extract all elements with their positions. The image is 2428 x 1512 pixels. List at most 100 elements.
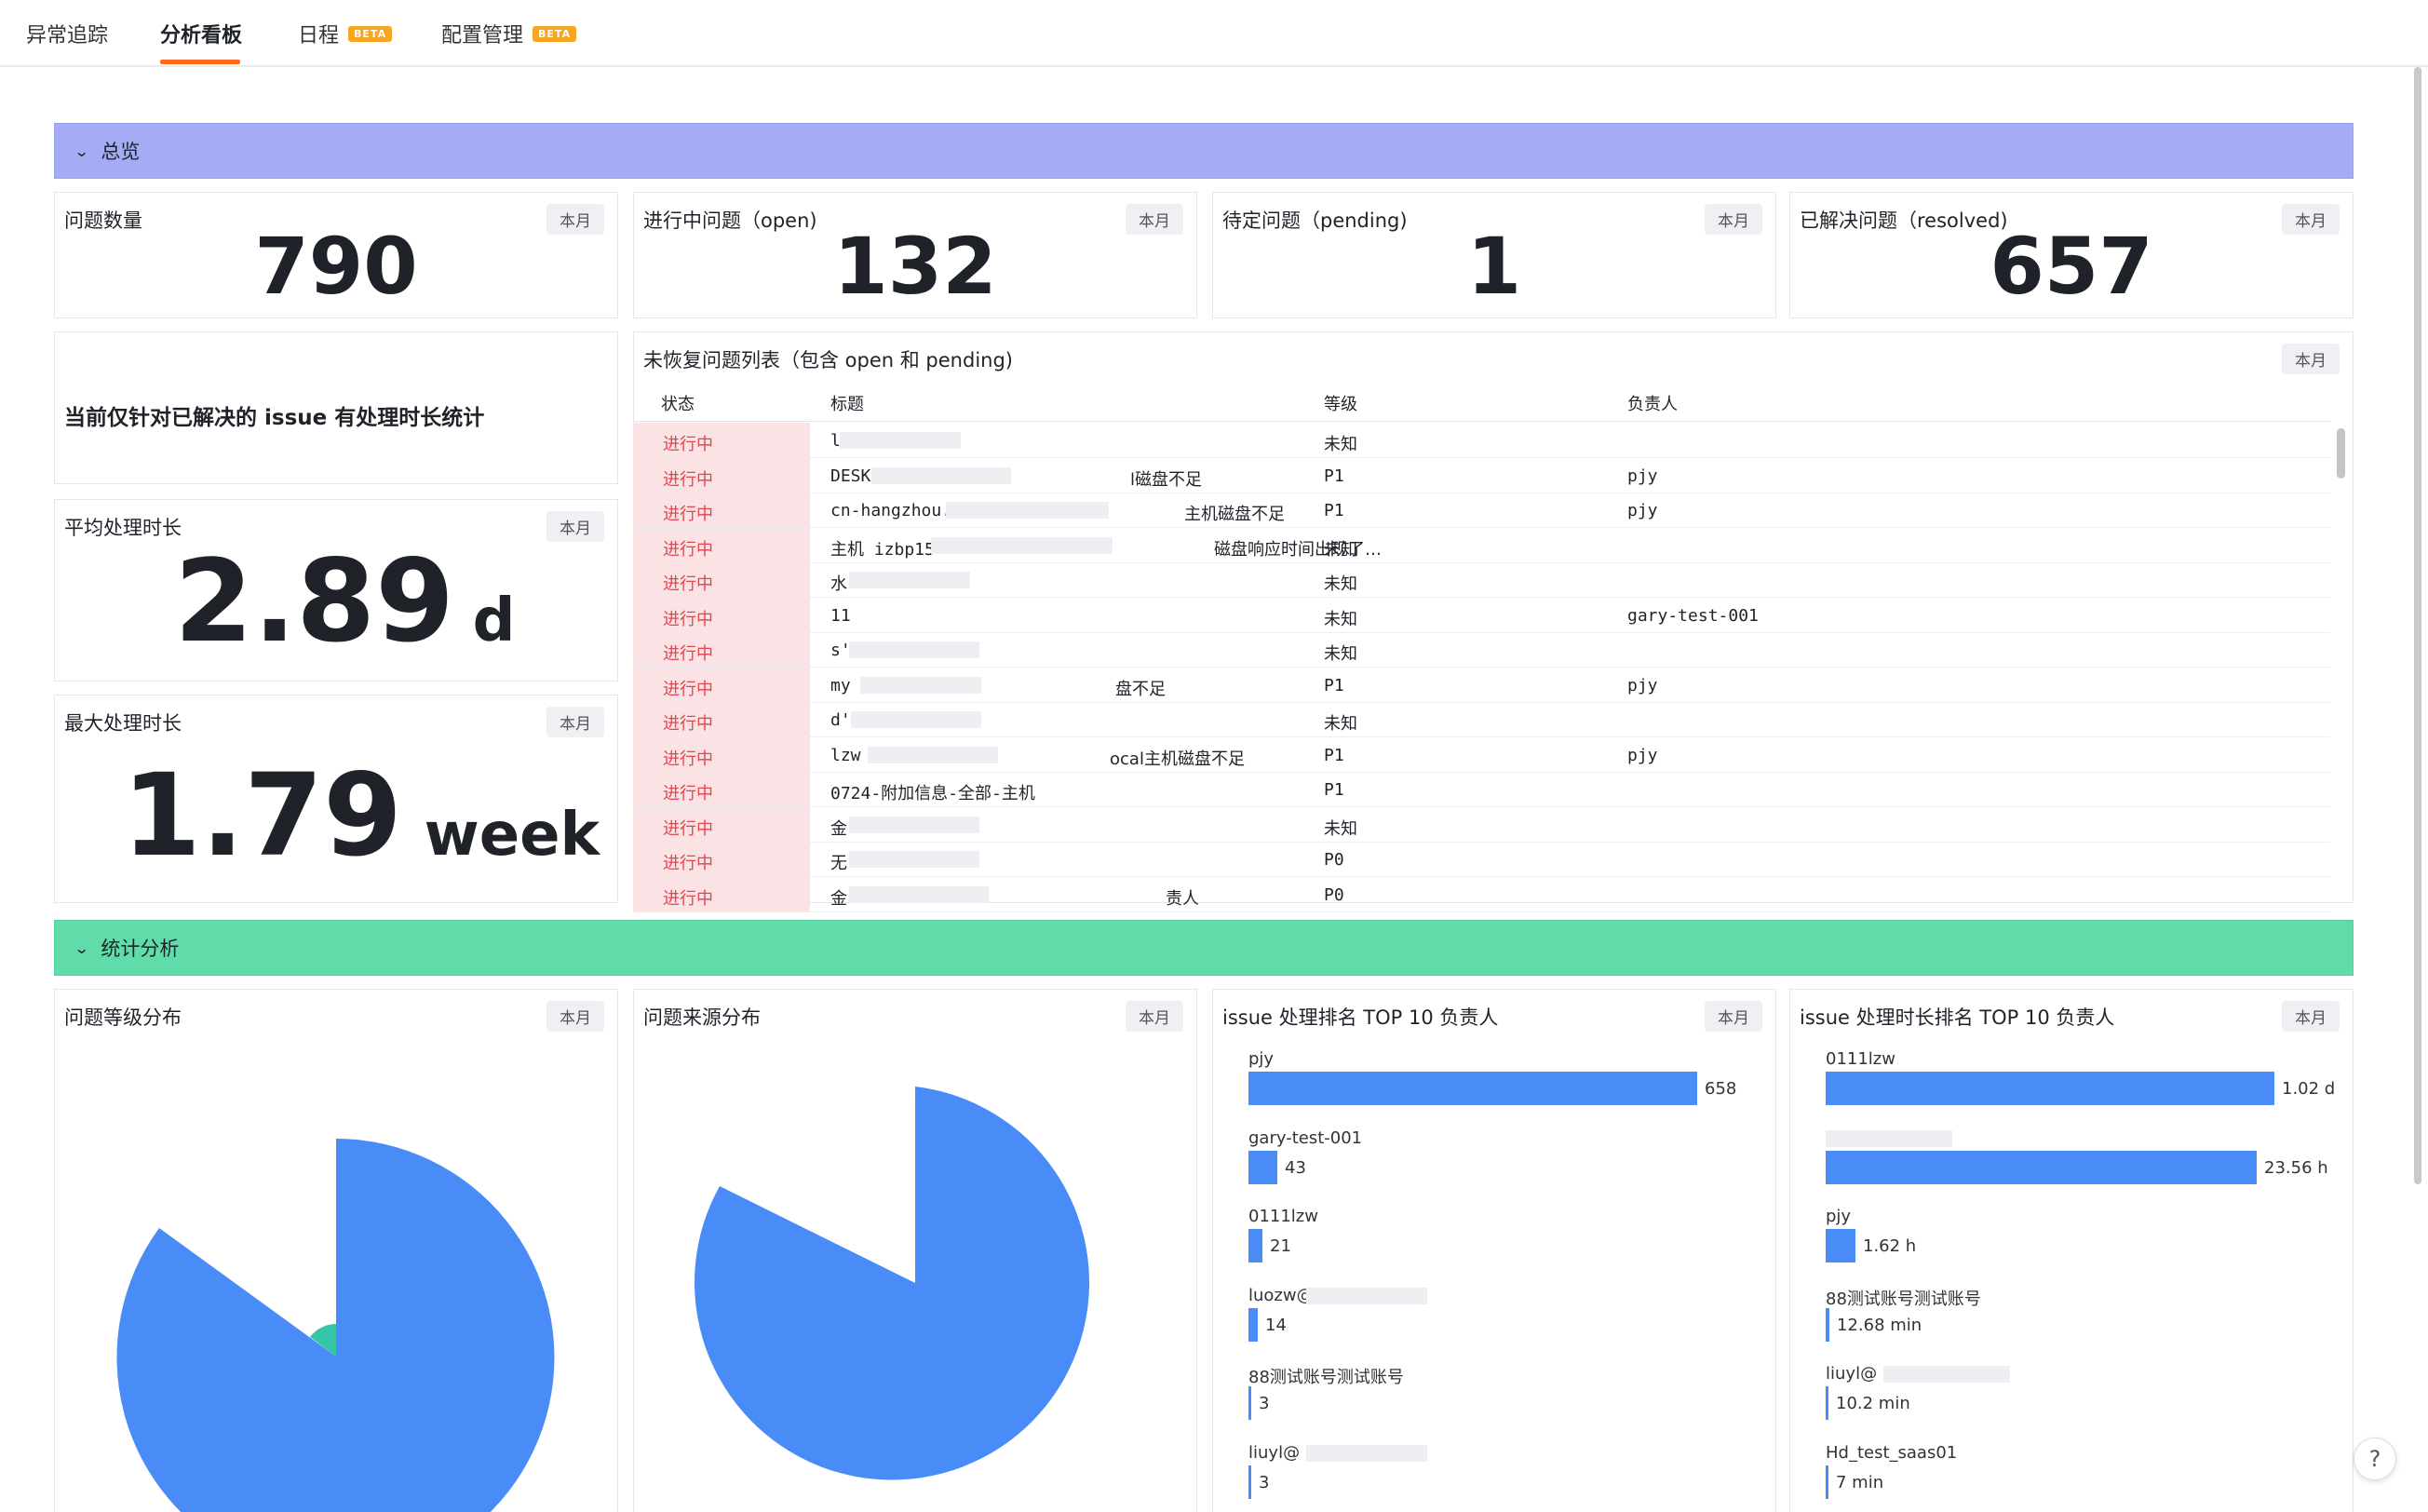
bar-value-label: 1.02 d: [2282, 1079, 2336, 1099]
status-cell: 进行中: [633, 457, 810, 493]
tab-exception-tracking[interactable]: 异常追踪: [26, 19, 108, 48]
title-cell[interactable]: DESK: [830, 466, 871, 486]
period-badge[interactable]: 本月: [546, 204, 604, 235]
table-row[interactable]: 进行中 lzw ocal主机磁盘不足 P1 pjy: [633, 736, 2330, 773]
level-cell: P1: [1324, 745, 1344, 765]
tab-schedule[interactable]: 日程 BETA: [298, 19, 393, 48]
bar[interactable]: [1248, 1150, 1277, 1184]
period-badge[interactable]: 本月: [546, 707, 604, 737]
rank-duration-card: issue 处理时长排名 TOP 10 负责人 本月 0111lzw 1.02 d…: [1789, 989, 2354, 1512]
card-title: 进行中问题（open): [643, 209, 817, 232]
redaction-mask: [849, 816, 979, 833]
period-badge[interactable]: 本月: [2282, 344, 2340, 374]
title-cell[interactable]: 金: [830, 888, 847, 909]
table-row[interactable]: 进行中 my 盘不足 P1 pjy: [633, 667, 2330, 703]
column-header-level[interactable]: 等级: [1324, 395, 1357, 414]
section-title: 统计分析: [101, 938, 180, 960]
open-issues-card: 未恢复问题列表（包含 open 和 pending) 本月: [633, 331, 2354, 903]
pie-slice-major[interactable]: [116, 1139, 555, 1512]
table-row[interactable]: 进行中 0724-附加信息-全部-主机 P1: [633, 772, 2330, 807]
bar[interactable]: [1248, 1386, 1251, 1420]
chevron-down-icon: ⌄: [73, 142, 90, 160]
table-row[interactable]: 进行中金 责人 P0: [633, 876, 2330, 912]
table-row[interactable]: 进行中 s' 未知: [633, 632, 2330, 668]
title-cell[interactable]: d': [830, 710, 851, 730]
period-badge[interactable]: 本月: [546, 1001, 604, 1032]
table-header: 状态 标题 等级 负责人: [633, 380, 2330, 422]
period-badge[interactable]: 本月: [1126, 204, 1183, 235]
bar[interactable]: [1248, 1072, 1697, 1105]
redaction-mask: [849, 885, 989, 903]
table-row[interactable]: 进行中 11 未知 gary-test-001: [633, 597, 2330, 633]
tab-analysis-dashboard[interactable]: 分析看板: [160, 19, 242, 48]
table-row[interactable]: 进行中 无 P0: [633, 842, 2330, 877]
kpi-card-pending: 待定问题（pending) 本月 1: [1212, 192, 1776, 318]
bar-name-label: luozw@: [1248, 1285, 1314, 1305]
title-cell[interactable]: 无: [830, 854, 847, 873]
source-pie-chart: [695, 1087, 1090, 1480]
status-cell: 进行中: [633, 597, 810, 632]
tab-config-management[interactable]: 配置管理 BETA: [441, 19, 577, 48]
table-row[interactable]: 进行中 主机 izbp15 磁盘响应时间出现了… 未知: [633, 527, 2330, 563]
period-badge[interactable]: 本月: [1705, 1001, 1762, 1032]
table-row[interactable]: 进行中水 未知: [633, 562, 2330, 598]
table-row[interactable]: 进行中lh:未知: [633, 423, 2330, 458]
bar-value-label: 7 min: [1836, 1472, 1884, 1492]
page-scrollbar[interactable]: [2414, 67, 2421, 1184]
kpi-value: 1: [1466, 221, 1522, 312]
period-badge[interactable]: 本月: [2282, 204, 2340, 235]
table-row[interactable]: 进行中 d' 未知: [633, 702, 2330, 737]
bar-value-label: 14: [1265, 1315, 1287, 1335]
period-badge[interactable]: 本月: [546, 511, 604, 542]
column-header-owner[interactable]: 负责人: [1627, 395, 1678, 414]
title-cell[interactable]: s': [830, 641, 851, 660]
title-cell[interactable]: 主机 izbp15: [830, 539, 935, 560]
bar-name-label: 88测试账号测试账号: [1826, 1289, 1981, 1309]
redaction-mask: [931, 536, 1113, 554]
title-cell[interactable]: 0724-附加信息-全部-主机: [830, 784, 1035, 803]
table-scrollbar[interactable]: [2337, 428, 2345, 479]
table-row[interactable]: 进行中 DESK l磁盘不足 P1 pjy: [633, 457, 2330, 493]
period-badge[interactable]: 本月: [2282, 1001, 2340, 1032]
bar-value-label: 21: [1270, 1236, 1291, 1256]
bar[interactable]: [1248, 1307, 1258, 1342]
title-cell[interactable]: my: [830, 675, 851, 695]
title-cell[interactable]: lzw: [830, 745, 861, 765]
bar[interactable]: [1826, 1150, 2257, 1184]
tab-label: 异常追踪: [26, 24, 109, 47]
stats-section-header[interactable]: ⌄ 统计分析: [54, 920, 2354, 976]
bar[interactable]: [1826, 1307, 1829, 1342]
column-header-title[interactable]: 标题: [830, 395, 864, 414]
redaction-mask: [1826, 1129, 1952, 1147]
table-row[interactable]: 进行中 cn-hangzhou. 主机磁盘不足 P1 pjy: [633, 493, 2330, 528]
tab-label: 分析看板: [160, 24, 243, 47]
title-cell[interactable]: 11: [830, 605, 851, 626]
status-cell: 进行中: [633, 876, 810, 911]
avg-duration-unit: d: [472, 587, 516, 655]
table-row[interactable]: 进行中金 未知: [633, 806, 2330, 843]
duration-note-card: 当前仅针对已解决的 issue 有处理时长统计: [54, 331, 618, 484]
bar[interactable]: [1826, 1465, 1828, 1499]
overview-section-header[interactable]: ⌄ 总览: [54, 123, 2354, 179]
bar[interactable]: [1826, 1072, 2274, 1105]
bar[interactable]: [1248, 1229, 1262, 1262]
status-cell: 进行中: [633, 562, 810, 597]
title-cell[interactable]: 金: [830, 818, 847, 839]
tab-label: 配置管理: [441, 24, 524, 47]
help-button[interactable]: ?: [2354, 1438, 2396, 1480]
period-badge[interactable]: 本月: [1705, 204, 1762, 235]
column-header-status[interactable]: 状态: [661, 395, 695, 414]
level-cell: P1: [1324, 780, 1344, 800]
title-cell[interactable]: cn-hangzhou.: [830, 501, 952, 520]
bar[interactable]: [1248, 1465, 1251, 1499]
owner-cell: pjy: [1627, 745, 1658, 765]
title-cell-suffix: 主机磁盘不足: [1184, 505, 1285, 524]
pie-slice-major[interactable]: [695, 1087, 1090, 1480]
status-cell: 进行中: [633, 772, 810, 806]
pie-slice-minor[interactable]: [310, 1324, 336, 1357]
title-cell[interactable]: 水: [830, 574, 847, 594]
bar-name-label: Hd_test_saas01: [1826, 1442, 1958, 1463]
period-badge[interactable]: 本月: [1126, 1001, 1183, 1032]
bar[interactable]: [1826, 1386, 1828, 1420]
bar[interactable]: [1826, 1229, 1855, 1262]
